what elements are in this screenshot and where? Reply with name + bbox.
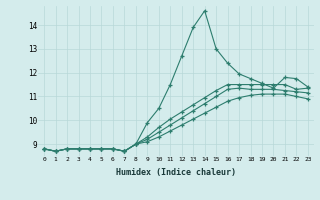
- X-axis label: Humidex (Indice chaleur): Humidex (Indice chaleur): [116, 168, 236, 177]
